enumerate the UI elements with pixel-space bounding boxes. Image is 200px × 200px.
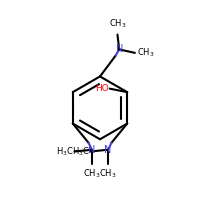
Text: N: N bbox=[116, 44, 123, 54]
Text: N: N bbox=[104, 145, 112, 155]
Text: H$_3$C: H$_3$C bbox=[72, 145, 90, 158]
Text: HO: HO bbox=[95, 84, 109, 93]
Text: CH$_3$: CH$_3$ bbox=[83, 167, 101, 180]
Text: CH$_3$: CH$_3$ bbox=[137, 47, 154, 59]
Text: CH$_3$: CH$_3$ bbox=[109, 18, 126, 30]
Text: H$_3$C: H$_3$C bbox=[56, 145, 74, 158]
Text: N: N bbox=[88, 145, 96, 155]
Text: CH$_3$: CH$_3$ bbox=[99, 167, 117, 180]
